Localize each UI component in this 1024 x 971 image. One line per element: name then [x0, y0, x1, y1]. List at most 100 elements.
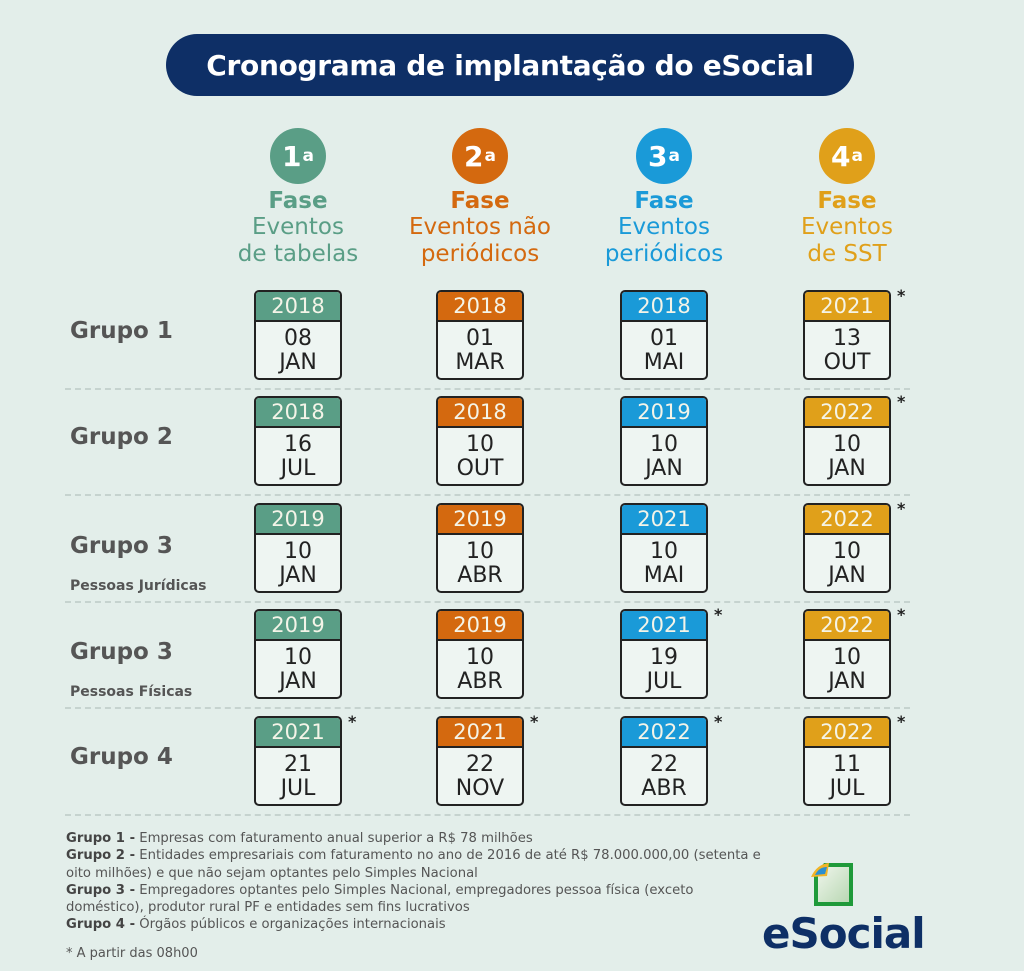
date-card: 2022 10 JAN [803, 503, 891, 593]
group-label: Grupo 3 [70, 639, 173, 665]
date-card: 2018 08 JAN [254, 290, 342, 380]
date-day: 22 [466, 752, 494, 777]
date-year: 2019 [256, 505, 340, 535]
phase-label: Fase [817, 188, 877, 214]
date-year: 2018 [622, 292, 706, 322]
date-day: 10 [650, 539, 678, 564]
date-day: 10 [650, 432, 678, 457]
date-month: ABR [457, 669, 503, 694]
date-month: MAR [455, 350, 505, 375]
date-year: 2021 [622, 505, 706, 535]
date-month: JAN [828, 563, 866, 588]
date-card: 2018 16 JUL [254, 396, 342, 486]
group-label: Grupo 2 [70, 424, 173, 450]
date-card: 2019 10 ABR [436, 609, 524, 699]
phase-desc: periódicos [604, 241, 724, 267]
date-year: 2018 [256, 292, 340, 322]
date-day: 10 [466, 432, 494, 457]
phase-ordinal: a [668, 146, 680, 166]
note-group: Grupo 1 - [66, 831, 136, 846]
date-year: 2021 [256, 718, 340, 748]
date-month: JAN [828, 456, 866, 481]
date-year: 2019 [438, 611, 522, 641]
date-card: 2018 01 MAR [436, 290, 524, 380]
date-day: 11 [833, 752, 861, 777]
note-text: Entidades empresariais com faturamento n… [66, 848, 761, 881]
phase-ordinal: a [851, 146, 863, 166]
row-divider [65, 388, 910, 390]
row-divider [65, 814, 910, 816]
date-day: 21 [284, 752, 312, 777]
date-day: 10 [466, 539, 494, 564]
date-month: JUL [646, 669, 682, 694]
date-year: 2022 [622, 718, 706, 748]
date-year: 2022 [805, 611, 889, 641]
esocial-logo: eSocial [762, 862, 926, 958]
note-group: Grupo 3 - [66, 882, 136, 898]
row-divider [65, 707, 910, 709]
date-card: 2022 10 JAN [803, 609, 891, 699]
date-day: 13 [833, 326, 861, 351]
date-month: JUL [280, 776, 316, 801]
date-month: MAI [643, 350, 685, 375]
asterisk-marker: * [348, 712, 357, 731]
group-label: Grupo 4 [70, 744, 173, 770]
asterisk-marker: * [897, 712, 906, 731]
date-card: 2019 10 JAN [254, 609, 342, 699]
phase-label: Fase [268, 188, 328, 214]
note-text: Empresas com faturamento anual superior … [135, 831, 533, 846]
phase-number: 2 [464, 139, 484, 173]
asterisk-marker: * [897, 286, 906, 305]
date-month: JAN [645, 456, 683, 481]
date-card: 2019 10 ABR [436, 503, 524, 593]
note-item: Grupo 3 - Empregadores optantes pelo Sim… [66, 882, 766, 917]
date-card: 2021 21 JUL [254, 716, 342, 806]
date-card: 2021 10 MAI [620, 503, 708, 593]
date-card: 2022 10 JAN [803, 396, 891, 486]
note-group: Grupo 2 - [66, 848, 136, 864]
date-month: JAN [279, 563, 317, 588]
phase-desc: periódicos [420, 241, 540, 267]
phase-ordinal: a [302, 146, 314, 166]
phase-desc: de SST [807, 241, 887, 267]
date-year: 2021 [438, 718, 522, 748]
phase-number: 4 [831, 139, 851, 173]
date-card: 2022 22 ABR [620, 716, 708, 806]
document-icon [811, 863, 853, 906]
date-card: 2022 11 JUL [803, 716, 891, 806]
date-year: 2018 [438, 398, 522, 428]
date-month: JUL [280, 456, 316, 481]
date-year: 2019 [256, 611, 340, 641]
date-day: 10 [833, 432, 861, 457]
note-text: Órgãos públicos e organizações internaci… [135, 917, 446, 933]
date-card: 2019 10 JAN [254, 503, 342, 593]
date-year: 2022 [805, 718, 889, 748]
group-sublabel: Pessoas Jurídicas [70, 578, 207, 594]
page-title: Cronograma de implantação do eSocial [166, 34, 854, 96]
date-card: 2019 10 JAN [620, 396, 708, 486]
row-divider [65, 494, 910, 496]
date-month: JAN [279, 669, 317, 694]
note-item: Grupo 1 - Empresas com faturamento anual… [66, 830, 766, 847]
phase-label: Fase [450, 188, 510, 214]
phase-desc: Eventos [618, 214, 710, 240]
date-day: 10 [284, 539, 312, 564]
date-month: JAN [279, 350, 317, 375]
date-year: 2019 [438, 505, 522, 535]
date-year: 2021 [622, 611, 706, 641]
group-sublabel: Pessoas Físicas [70, 684, 193, 700]
date-month: ABR [457, 563, 503, 588]
logo-text: eSocial [762, 909, 926, 958]
date-day: 10 [466, 645, 494, 670]
date-day: 01 [650, 326, 678, 351]
date-month: MAI [643, 563, 685, 588]
date-day: 19 [650, 645, 678, 670]
date-card: 2021 22 NOV [436, 716, 524, 806]
date-year: 2018 [256, 398, 340, 428]
date-day: 10 [833, 645, 861, 670]
phase-desc: Eventos não [409, 214, 551, 240]
phase-desc: de tabelas [237, 241, 359, 267]
